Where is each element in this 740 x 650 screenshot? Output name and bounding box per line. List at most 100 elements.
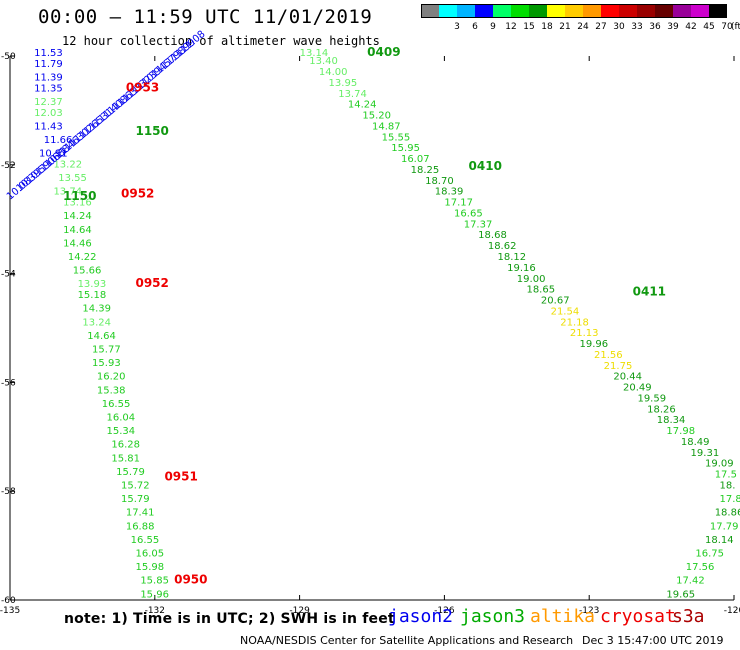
scale-label: 24 [577,22,589,32]
swh-point-jason3: 16.65 [454,208,483,219]
swh-point-jason2: 14.39 [82,304,111,315]
satellite-legend-jason2: jason2 [388,606,454,627]
scale-swatch [493,4,511,18]
chart-title: 00:00 – 11:59 UTC 11/01/2019 [38,6,373,28]
swh-point-jason3: 15.55 [382,132,411,143]
swh-point-jason2: 15.85 [140,576,169,587]
scale-label: 42 [685,22,697,32]
swh-point-jason2: 16.28 [111,440,140,451]
swh-point-jason2: 16.20 [97,372,126,383]
swh-point-jason2: 13.74 [53,187,82,198]
swh-point-jason2: 14.24 [63,211,92,222]
swh-point-jason3: 13.74 [338,89,367,100]
swh-point-jason3: 18.12 [497,252,526,263]
swh-point-jason2: 15.96 [140,589,169,600]
scale-label: 18 [541,22,553,32]
scale-swatch [709,4,727,18]
y-tick-label: -52 [1,161,16,171]
scale-swatch [439,4,457,18]
scale-swatch [547,4,565,18]
swh-point-jason3: 21.56 [594,350,623,361]
y-tick-label: -58 [1,487,16,497]
swh-point-jason2: 15.77 [92,344,121,355]
time-label: 1150 [63,189,96,203]
satellite-legend-altika: altika [530,606,596,627]
swh-point-jason2: 12.37 [34,97,63,108]
swh-point-jason2: 13.55 [58,173,87,184]
scale-swatch [583,4,601,18]
x-tick-label: -132 [145,606,165,616]
swh-point-jason2: 13.93 [78,279,107,290]
scale-label: 21 [559,22,571,32]
scale-label: 6 [472,22,478,32]
swh-point-jason3: 17.37 [464,219,493,230]
swh-point-jason2: 15.79 [121,494,150,505]
swh-point-jason3: 17.8 [720,494,740,505]
swh-point-jason3: 21.54 [551,306,580,317]
swh-point-jason3: 17.98 [666,426,695,437]
swh-point-jason2: 16.55 [131,535,160,546]
swh-point-jason3: 18.39 [435,187,464,198]
swh-point-jason3: 17.5 [715,470,737,481]
swh-point-jason3: 14.00 [319,67,348,78]
swh-point-jason2: 15.98 [135,562,164,573]
swh-point-jason2: 16.55 [102,399,131,410]
swh-point-jason3: 13.14 [300,48,329,59]
swh-point-jason2: 13.22 [53,160,82,171]
scale-swatch [655,4,673,18]
swh-point-jason2: 13.16 [63,198,92,209]
scale-swatch [619,4,637,18]
swh-point-jason2: 15.93 [92,358,121,369]
scale-swatch [421,4,439,18]
time-label: 0410 [469,159,502,173]
scale-label: 70 [721,22,733,32]
satellite-legend-jason3: jason3 [460,606,526,627]
swh-point-jason3: 21.13 [570,328,599,339]
scale-swatch [475,4,493,18]
scale-unit-label: (ft) [731,22,740,32]
swh-point-jason2: 15.79 [116,467,145,478]
swh-point-jason3: 17.56 [686,562,715,573]
swh-point-jason3: 13.95 [329,78,358,89]
scale-label: 9 [490,22,496,32]
x-tick-label: -120 [724,606,740,616]
swh-point-jason2: 14.22 [68,252,97,263]
swh-point-jason2: 10.91 [39,149,68,160]
swh-point-jason3: 18.86 [715,508,740,519]
credit-line: NOAA/NESDIS Center for Satellite Applica… [240,634,574,647]
swh-point-jason3: 16.07 [401,154,430,165]
swh-point-jason2: 15.81 [111,453,140,464]
scale-label: 3 [454,22,460,32]
scale-label: 12 [505,22,517,32]
swh-point-jason3: 19.00 [517,274,546,285]
x-tick-label: -135 [0,606,20,616]
swh-point-jason3: 18.25 [411,165,440,176]
scale-swatch [511,4,529,18]
swh-point-jason3: 20.49 [623,383,652,394]
scale-label: 36 [649,22,661,32]
footer-note: note: 1) Time is in UTC; 2) SWH is in fe… [64,611,395,627]
swh-point-jason3: 20.67 [541,296,570,307]
scale-label: 27 [595,22,607,32]
scale-label: 33 [631,22,643,32]
swh-point-jason3: 18.65 [526,285,555,296]
swh-point-jason3: 19.09 [705,459,734,470]
y-tick-label: -50 [1,52,16,62]
swh-point-jason3: 17.79 [710,521,739,532]
x-tick-label: -126 [434,606,455,616]
scale-label: 15 [523,22,535,32]
swh-point-jason3: 20.44 [613,372,642,383]
swh-point-jason3: 19.96 [580,339,609,350]
y-tick-label: -56 [1,378,16,388]
swh-point-jason2: 15.18 [78,290,107,301]
scale-label: 45 [703,22,715,32]
swh-point-jason2: 14.46 [63,238,92,249]
scale-swatch [529,4,547,18]
swh-point-jason3: 17.17 [444,198,473,209]
swh-point-jason2: 11.79 [34,59,63,70]
time-label: 0951 [164,469,197,483]
swh-point-jason3: 18.14 [705,535,734,546]
swh-point-jason2: 17.41 [126,508,155,519]
swh-point-jason3: 18.68 [478,230,507,241]
y-tick-label: -60 [1,596,16,606]
